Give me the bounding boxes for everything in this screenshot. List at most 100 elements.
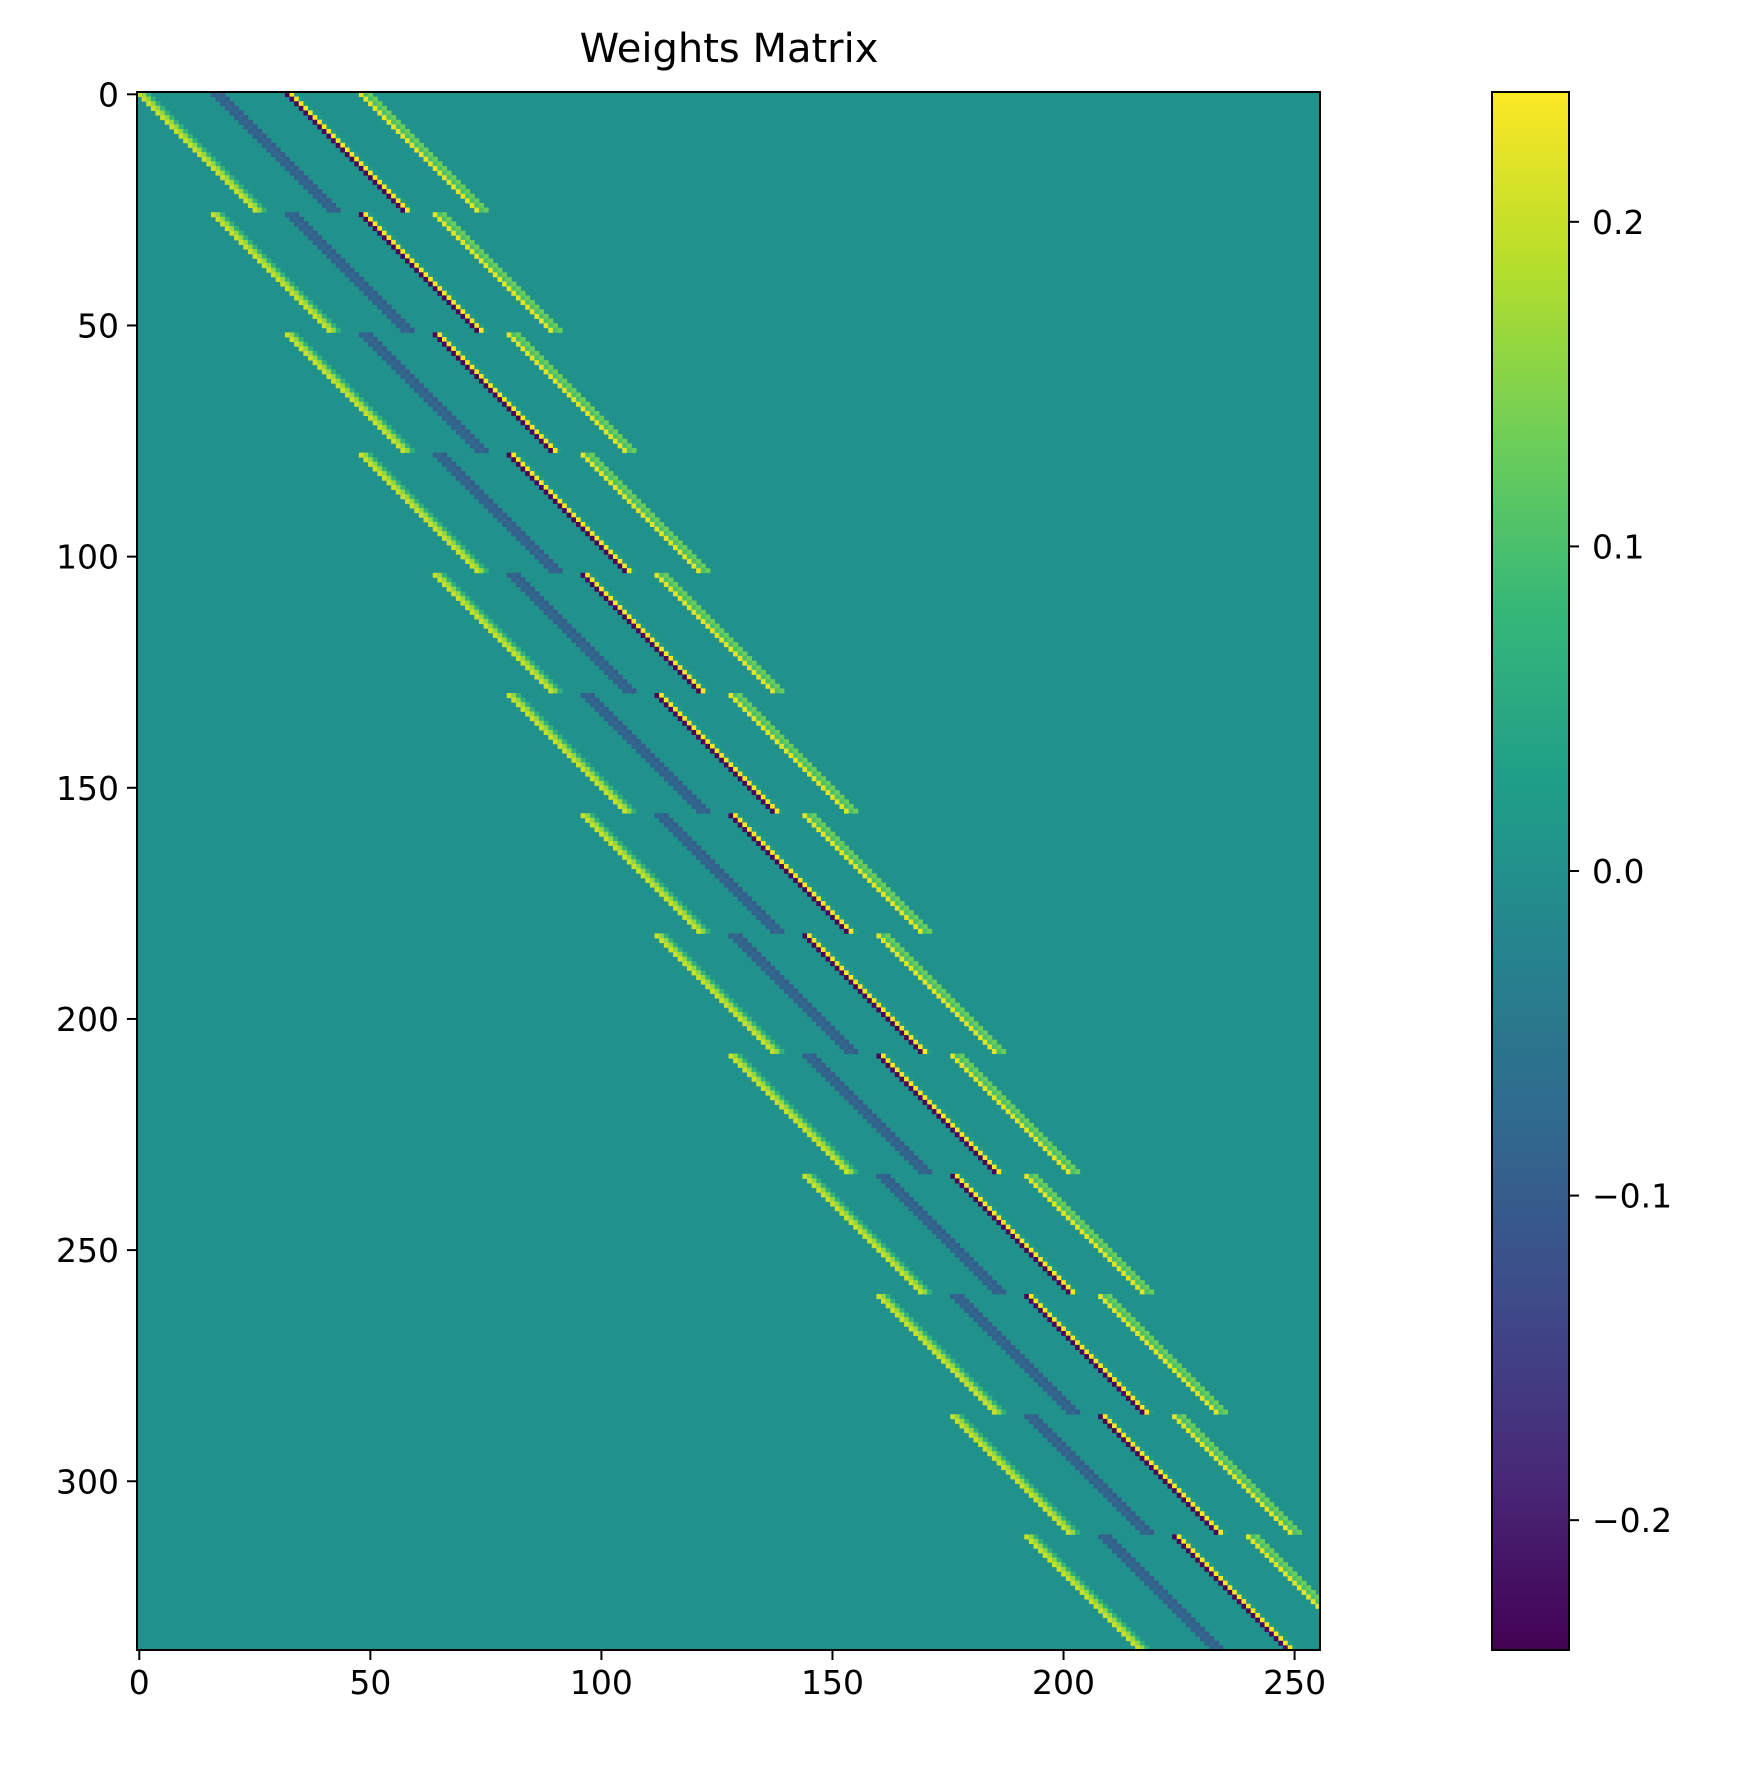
heatmap-cell [733, 693, 739, 699]
heatmap-cell [529, 466, 535, 472]
heatmap-cell [862, 988, 868, 994]
heatmap-cell [728, 813, 734, 819]
heatmap-cell [677, 827, 683, 833]
heatmap-cell [469, 360, 475, 366]
heatmap-cell [289, 290, 295, 296]
heatmap-cell [1204, 1566, 1210, 1572]
heatmap-cell [1204, 1557, 1210, 1563]
heatmap-cell [636, 739, 642, 745]
heatmap-cell [788, 748, 794, 754]
heatmap-cell [511, 526, 517, 532]
heatmap-cell [603, 549, 609, 555]
heatmap-cell [539, 558, 545, 564]
heatmap-cell [991, 1085, 997, 1091]
heatmap-cell [659, 891, 665, 897]
heatmap-cell [1075, 1340, 1081, 1346]
heatmap-cell [733, 891, 739, 897]
heatmap-cell [1001, 1104, 1007, 1110]
heatmap-cell [844, 850, 850, 856]
heatmap-cell [405, 138, 411, 144]
heatmap-cell [751, 905, 757, 911]
heatmap-cell [317, 193, 323, 199]
heatmap-cell [728, 766, 734, 772]
heatmap-cell [451, 540, 457, 546]
heatmap-cell [663, 813, 669, 819]
heatmap-cell [437, 406, 443, 412]
heatmap-cell [460, 184, 466, 190]
heatmap-cell [950, 1053, 956, 1059]
heatmap-cell [483, 383, 489, 389]
heatmap-cell [793, 868, 799, 874]
heatmap-cell [682, 665, 688, 671]
heatmap-cell [733, 642, 739, 648]
heatmap-cell [968, 1067, 974, 1073]
heatmap-cell [705, 688, 711, 694]
heatmap-cell [183, 138, 189, 144]
heatmap-cell [460, 471, 466, 477]
heatmap-cell [1070, 1335, 1076, 1341]
heatmap-cell [377, 304, 383, 310]
heatmap-cell [765, 1039, 771, 1045]
heatmap-cell [682, 910, 688, 916]
heatmap-cell [811, 766, 817, 772]
heatmap-cell [372, 170, 378, 176]
heatmap-cell [686, 799, 692, 805]
heatmap-cell [987, 1275, 993, 1281]
heatmap-cell [400, 374, 406, 380]
heatmap-cell [1116, 1548, 1122, 1554]
heatmap-cell [927, 928, 933, 934]
heatmap-cell [298, 170, 304, 176]
heatmap-cell [959, 1127, 965, 1133]
heatmap-cell [372, 337, 378, 343]
heatmap-cell [280, 156, 286, 162]
heatmap-cell [585, 762, 591, 768]
heatmap-cell [603, 669, 609, 675]
heatmap-cell [982, 1039, 988, 1045]
heatmap-cell [922, 1164, 928, 1170]
heatmap-cell [696, 605, 702, 611]
heatmap-cell [446, 420, 452, 426]
heatmap-cell [751, 1072, 757, 1078]
heatmap-cell [1042, 1423, 1048, 1429]
heatmap-cell [409, 142, 415, 148]
heatmap-cell [1204, 1437, 1210, 1443]
heatmap-cell [1176, 1372, 1182, 1378]
heatmap-cell [756, 1072, 762, 1078]
heatmap-cell [1176, 1367, 1182, 1374]
heatmap-cell [904, 1030, 910, 1036]
heatmap-cell [973, 1030, 979, 1036]
heatmap-cell [917, 1164, 923, 1170]
heatmap-cell [659, 887, 665, 893]
heatmap-cell [478, 258, 484, 264]
heatmap-cell [1075, 1460, 1081, 1466]
heatmap-cell [1047, 1187, 1053, 1193]
heatmap-cell [405, 258, 411, 264]
heatmap-cell [811, 776, 817, 782]
heatmap-cell [1185, 1492, 1192, 1498]
heatmap-cell [765, 683, 771, 689]
heatmap-cell [1093, 1354, 1099, 1360]
heatmap-cell [1028, 1492, 1034, 1498]
heatmap-cell [1283, 1520, 1289, 1526]
heatmap-cell [622, 568, 628, 574]
heatmap-cell [788, 753, 794, 759]
heatmap-cell [515, 415, 521, 421]
heatmap-cell [612, 484, 618, 490]
heatmap-cell [1287, 1525, 1293, 1531]
heatmap-cell [991, 1404, 997, 1410]
heatmap-cell [797, 1118, 803, 1124]
heatmap-cell [802, 877, 808, 883]
heatmap-cell [862, 873, 868, 879]
heatmap-cell [1042, 1497, 1048, 1503]
heatmap-cell [234, 105, 240, 111]
heatmap-cell [1209, 1645, 1215, 1651]
heatmap-cell [354, 281, 360, 287]
heatmap-cell [913, 1090, 919, 1096]
heatmap-cell [881, 1243, 887, 1249]
heatmap-cell [525, 415, 531, 421]
heatmap-cell [1051, 1511, 1057, 1517]
heatmap-cell [446, 341, 452, 347]
heatmap-cell [913, 1081, 919, 1087]
heatmap-cell [816, 1062, 822, 1068]
heatmap-cell [1107, 1247, 1113, 1253]
